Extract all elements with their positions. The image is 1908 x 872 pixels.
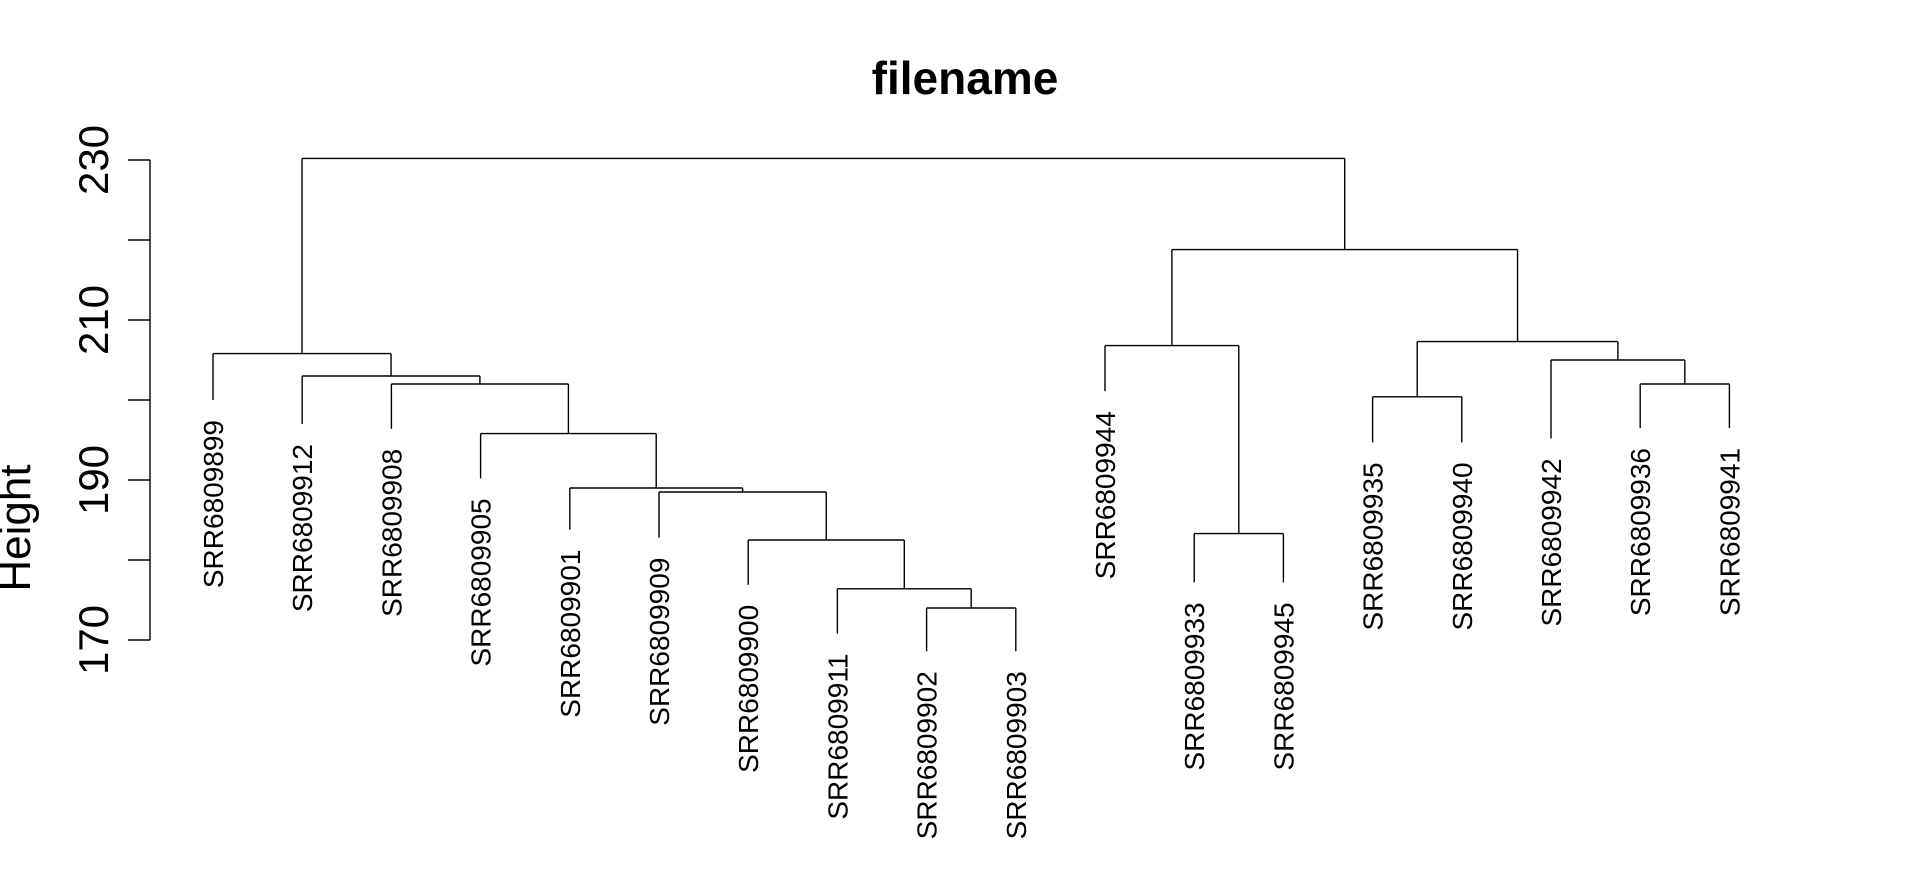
dendrogram-tree (212, 157, 1731, 652)
leaf-label: SRR6809935 (1358, 462, 1389, 630)
leaf-label: SRR6809945 (1268, 602, 1299, 770)
leaf-label: SRR6809909 (644, 558, 675, 726)
leaf-label: SRR6809903 (1001, 671, 1032, 839)
leaf-label: SRR6809899 (198, 420, 229, 588)
chart-title: filename (872, 52, 1059, 104)
leaf-label: SRR6809908 (376, 449, 407, 617)
leaf-label: SRR6809936 (1625, 448, 1656, 616)
leaf-label: SRR6809944 (1090, 411, 1121, 579)
y-tick-label: 170 (70, 605, 117, 675)
y-tick-label: 210 (70, 285, 117, 355)
leaf-label: SRR6809900 (733, 605, 764, 773)
leaf-label: SRR6809942 (1536, 458, 1567, 626)
leaf-label: SRR6809933 (1179, 602, 1210, 770)
leaf-label: SRR6809940 (1447, 462, 1478, 630)
y-tick-label: 190 (70, 445, 117, 515)
leaf-label: SRR6809912 (287, 444, 318, 612)
y-tick-label: 230 (70, 125, 117, 195)
leaf-label: SRR6809902 (912, 671, 943, 839)
leaf-label: SRR6809911 (822, 654, 853, 820)
leaf-labels: SRR6809899 SRR6809912 SRR6809908 SRR6809905… (198, 411, 1745, 839)
y-axis-title: Height (0, 464, 40, 591)
leaf-label: SRR6809905 (466, 498, 497, 666)
y-axis: 170 190 210 230 (70, 125, 151, 675)
leaf-label: SRR6809901 (555, 550, 586, 718)
leaf-label: SRR6809941 (1714, 448, 1745, 616)
